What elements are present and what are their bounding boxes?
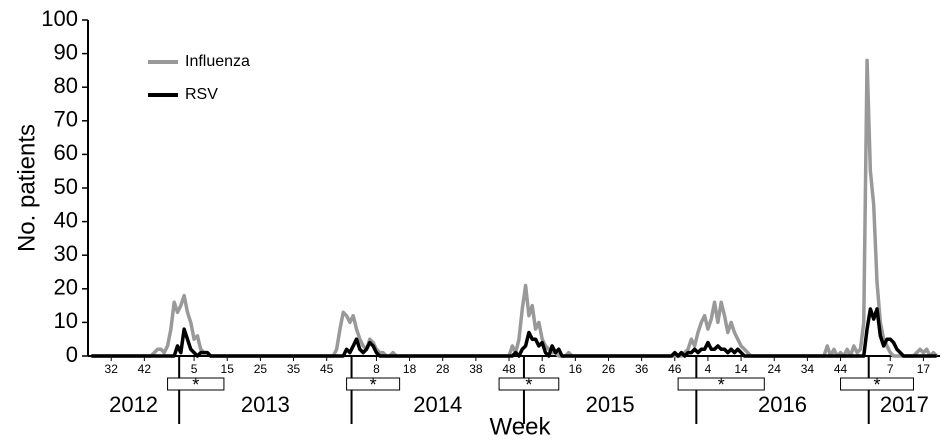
y-tick-label: 100 bbox=[41, 6, 78, 31]
series-line bbox=[91, 58, 938, 358]
period-label: * bbox=[192, 375, 199, 395]
x-tick-label: 15 bbox=[221, 362, 235, 376]
x-tick-label: 25 bbox=[254, 362, 268, 376]
x-tick-label: 24 bbox=[768, 362, 782, 376]
period-box bbox=[346, 377, 401, 391]
x-tick-label: 36 bbox=[635, 362, 649, 376]
x-tick-label: 34 bbox=[801, 362, 815, 376]
y-tick-label: 40 bbox=[54, 207, 78, 232]
legend-label: RSV bbox=[185, 86, 218, 103]
year-label: 2012 bbox=[109, 392, 158, 417]
y-tick-label: 50 bbox=[54, 174, 78, 199]
x-tick-label: 4 bbox=[705, 362, 712, 376]
x-tick-label: 7 bbox=[887, 362, 894, 376]
x-tick-label: 35 bbox=[287, 362, 301, 376]
year-label: 2013 bbox=[241, 392, 290, 417]
x-tick-label: 32 bbox=[105, 362, 119, 376]
y-tick-label: 10 bbox=[54, 308, 78, 333]
period-label: * bbox=[525, 375, 532, 395]
x-tick-label: 38 bbox=[469, 362, 483, 376]
year-label: 2015 bbox=[586, 392, 635, 417]
x-tick-label: 44 bbox=[834, 362, 848, 376]
legend-label: Influenza bbox=[185, 53, 250, 70]
x-tick-label: 28 bbox=[436, 362, 450, 376]
y-tick-label: 70 bbox=[54, 107, 78, 132]
y-tick-label: 60 bbox=[54, 140, 78, 165]
x-tick-label: 46 bbox=[668, 362, 682, 376]
x-tick-label: 5 bbox=[191, 362, 198, 376]
year-label: 2014 bbox=[413, 392, 462, 417]
period-box bbox=[167, 377, 225, 391]
year-label: 2016 bbox=[758, 392, 807, 417]
y-tick-label: 0 bbox=[66, 342, 78, 367]
period-label: * bbox=[874, 375, 881, 395]
y-tick-label: 20 bbox=[54, 275, 78, 300]
period-box bbox=[498, 377, 560, 391]
y-tick-label: 80 bbox=[54, 73, 78, 98]
x-tick-label: 6 bbox=[539, 362, 546, 376]
period-box bbox=[840, 377, 914, 391]
period-label: * bbox=[718, 375, 725, 395]
x-tick-label: 26 bbox=[602, 362, 616, 376]
x-tick-label: 48 bbox=[502, 362, 516, 376]
period-label: * bbox=[370, 375, 377, 395]
y-tick-label: 90 bbox=[54, 39, 78, 64]
x-tick-label: 16 bbox=[569, 362, 583, 376]
y-tick-label: 30 bbox=[54, 241, 78, 266]
series-line bbox=[91, 307, 937, 358]
x-tick-label: 45 bbox=[320, 362, 334, 376]
y-axis-title: No. patients bbox=[13, 124, 40, 252]
x-tick-label: 17 bbox=[917, 362, 931, 376]
x-tick-label: 18 bbox=[403, 362, 417, 376]
x-tick-label: 42 bbox=[138, 362, 152, 376]
x-tick-label: 14 bbox=[734, 362, 748, 376]
period-box bbox=[677, 377, 765, 391]
year-label: 2017 bbox=[880, 392, 929, 417]
x-axis-title: Week bbox=[490, 413, 552, 440]
x-tick-label: 8 bbox=[373, 362, 380, 376]
